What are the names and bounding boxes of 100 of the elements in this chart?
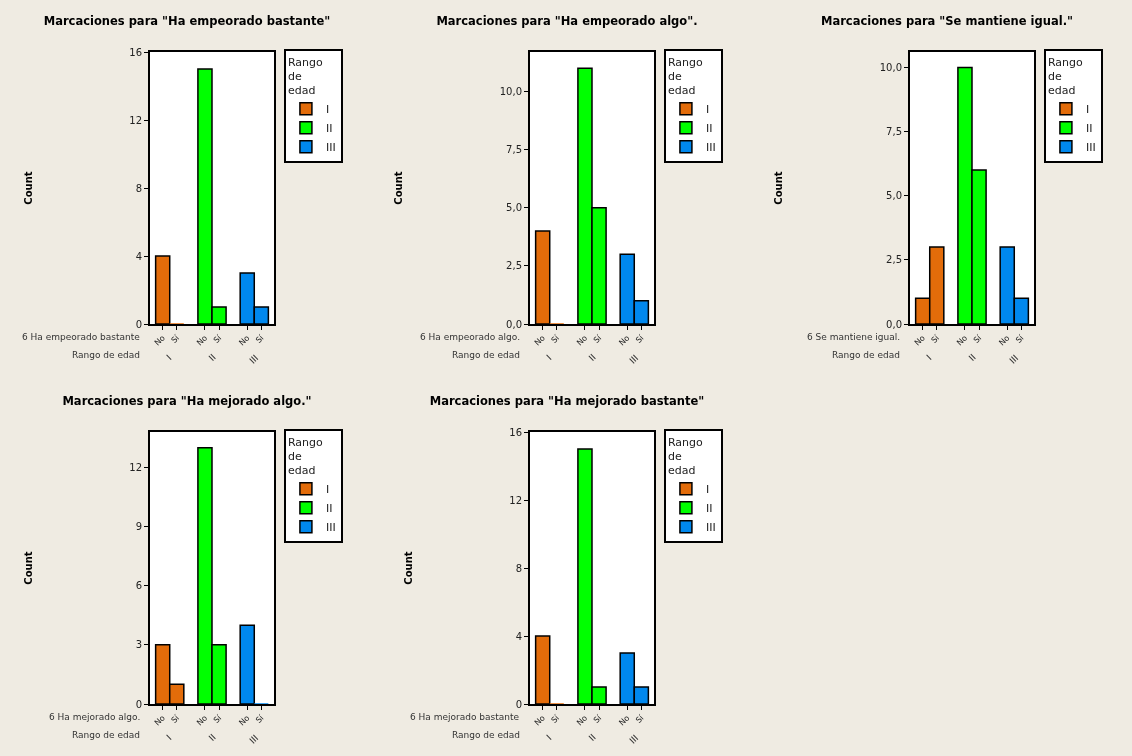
x-tick-label: Sí bbox=[549, 332, 562, 346]
x-tick-label: No bbox=[575, 333, 590, 348]
y-tick-label: 2,5 bbox=[886, 254, 902, 266]
text: II bbox=[586, 732, 598, 743]
text: 6 Se mantiene igual. bbox=[807, 332, 901, 342]
legend-label: I bbox=[1085, 102, 1090, 116]
y-tick-label: 4 bbox=[515, 630, 522, 642]
x-tick-label: Sí bbox=[211, 332, 224, 346]
text: I bbox=[544, 732, 554, 742]
legend-label: I bbox=[705, 102, 710, 116]
text: I bbox=[544, 352, 554, 362]
y-tick-label: 5,0 bbox=[886, 190, 902, 202]
y-tick-label: 16 bbox=[509, 426, 522, 438]
y-tick-label: 8 bbox=[135, 182, 142, 194]
text: II bbox=[206, 732, 218, 743]
legend-label: II bbox=[705, 501, 713, 515]
x-tick-label: No bbox=[617, 333, 632, 348]
x-tick-label: No bbox=[912, 333, 927, 348]
y-tick-label: 0 bbox=[135, 698, 142, 710]
chart-title: Marcaciones para "Ha empeorado algo". bbox=[436, 13, 698, 28]
text: Rango de edad bbox=[72, 350, 140, 360]
text: 6 Ha mejorado algo. bbox=[49, 712, 141, 722]
x-tick-label: Sí bbox=[634, 712, 647, 726]
x-tick-label: No bbox=[532, 333, 547, 348]
x-tick-label: Sí bbox=[1014, 332, 1027, 346]
text: III bbox=[247, 352, 261, 366]
x-tick-label: No bbox=[152, 333, 167, 348]
y-tick-label: 2,5 bbox=[506, 260, 522, 272]
text: III bbox=[627, 352, 641, 366]
x-tick-label: Sí bbox=[929, 332, 942, 346]
y-tick-label: 5,0 bbox=[506, 202, 522, 214]
y-tick-label: 12 bbox=[509, 494, 522, 506]
text: II bbox=[206, 352, 218, 363]
x-tick-label: No bbox=[997, 333, 1012, 348]
text: 6 Ha mejorado bastante bbox=[410, 712, 520, 722]
legend-label: III bbox=[705, 520, 716, 534]
chart-title: Marcaciones para "Ha empeorado bastante" bbox=[43, 13, 331, 28]
chart-title: Marcaciones para "Se mantiene igual." bbox=[820, 13, 1074, 28]
legend-label: II bbox=[325, 121, 333, 135]
legend-title: Rango de edad bbox=[667, 435, 704, 478]
legend-label: III bbox=[1085, 140, 1096, 154]
x-tick-label: No bbox=[532, 713, 547, 728]
x-tick-label: No bbox=[575, 713, 590, 728]
y-tick-label: 0 bbox=[515, 698, 522, 710]
x-tick-label: Sí bbox=[254, 332, 267, 346]
y-tick-label: 12 bbox=[129, 461, 142, 473]
y-tick-label: 9 bbox=[135, 521, 142, 533]
legend-label: II bbox=[1085, 121, 1093, 135]
text: Rango de edad bbox=[72, 730, 140, 740]
text: III bbox=[247, 732, 261, 746]
legend-label: II bbox=[705, 121, 713, 135]
x-tick-label: No bbox=[237, 713, 252, 728]
y-tick-label: 6 bbox=[135, 580, 142, 592]
legend-title: Rango de edad bbox=[287, 435, 324, 478]
y-tick-label: 0,0 bbox=[886, 318, 902, 330]
legend-label: I bbox=[705, 482, 710, 496]
legend-label: III bbox=[325, 520, 336, 534]
text: Rango de edad bbox=[832, 350, 900, 360]
x-tick-label: Sí bbox=[254, 712, 267, 726]
text: Rango de edad bbox=[452, 730, 520, 740]
x-tick-label: No bbox=[237, 333, 252, 348]
legend-label: II bbox=[325, 501, 333, 515]
x-tick-label: No bbox=[617, 713, 632, 728]
text: 6 Ha empeorado bastante bbox=[22, 332, 141, 342]
x-tick-label: Sí bbox=[634, 332, 647, 346]
x-tick-label: Sí bbox=[971, 332, 984, 346]
text: I bbox=[924, 352, 934, 362]
y-axis-title: Count bbox=[393, 171, 405, 205]
legend-title: Rango de edad bbox=[287, 55, 324, 98]
legend-label: I bbox=[325, 482, 330, 496]
x-tick-label: No bbox=[152, 713, 167, 728]
legend-label: III bbox=[325, 140, 336, 154]
y-tick-label: 16 bbox=[129, 46, 142, 58]
chart-title: Marcaciones para "Ha mejorado bastante" bbox=[429, 393, 705, 408]
y-tick-label: 0,0 bbox=[506, 318, 522, 330]
x-tick-label: No bbox=[955, 333, 970, 348]
legend-title: Rango de edad bbox=[667, 55, 704, 98]
y-axis-title: Count bbox=[22, 551, 34, 585]
y-tick-label: 8 bbox=[515, 562, 522, 574]
y-tick-label: 3 bbox=[135, 639, 142, 651]
text: I bbox=[164, 732, 174, 742]
y-axis-title: Count bbox=[402, 551, 414, 585]
y-tick-label: 12 bbox=[129, 114, 142, 126]
x-tick-label: No bbox=[195, 333, 210, 348]
x-tick-label: Sí bbox=[169, 712, 182, 726]
text: II bbox=[586, 352, 598, 363]
text: III bbox=[1007, 352, 1021, 366]
y-tick-label: 4 bbox=[135, 250, 142, 262]
x-tick-label: Sí bbox=[549, 712, 562, 726]
text: I bbox=[164, 352, 174, 362]
legend-title: Rango de edad bbox=[1047, 55, 1084, 98]
y-axis-title: Count bbox=[22, 171, 34, 205]
x-tick-label: Sí bbox=[169, 332, 182, 346]
y-axis-title: Count bbox=[773, 171, 785, 205]
y-tick-label: 7,5 bbox=[886, 126, 902, 138]
legend-label: I bbox=[325, 102, 330, 116]
x-tick-label: Sí bbox=[591, 712, 604, 726]
y-tick-label: 10,0 bbox=[879, 61, 902, 73]
legend-label: III bbox=[705, 140, 716, 154]
text: Rango de edad bbox=[452, 350, 520, 360]
